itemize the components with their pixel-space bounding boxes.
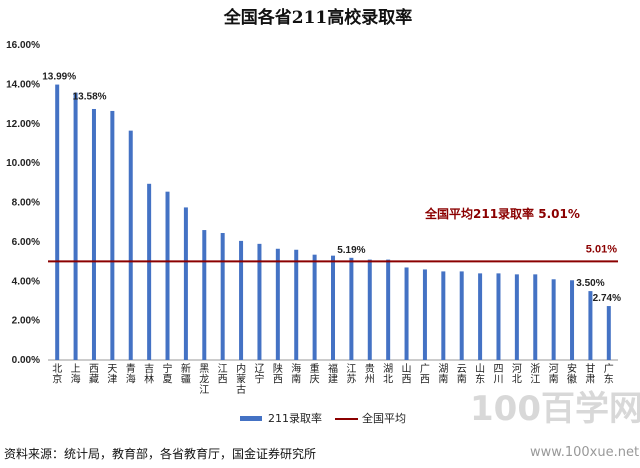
legend-label-average: 全国平均 — [362, 411, 406, 425]
legend-label-bars: 211录取率 — [268, 411, 322, 425]
x-tick-label: 陕西 — [273, 362, 283, 386]
bar — [588, 291, 593, 360]
x-tick-label: 辽宁 — [254, 363, 264, 386]
bars — [55, 84, 611, 361]
bar — [55, 84, 60, 361]
bar — [110, 110, 115, 360]
data-label: 13.99% — [42, 72, 76, 83]
bar — [73, 92, 78, 361]
x-tick-label: 江西 — [218, 363, 228, 386]
x-tick-label: 西藏 — [89, 364, 99, 386]
x-tick-label: 上海 — [71, 363, 81, 386]
bar — [367, 259, 372, 360]
x-tick-label: 黑龙江 — [199, 363, 209, 396]
x-tick-label: 吉林 — [144, 363, 154, 386]
legend: 211录取率 全国平均 — [240, 411, 406, 425]
average-line-group: 全国平均211录取率 5.01% 5.01% — [48, 206, 618, 263]
x-tick-label: 北京 — [52, 363, 62, 386]
bar — [496, 273, 501, 360]
bar — [551, 279, 556, 360]
x-tick-label: 海南 — [291, 362, 301, 386]
x-axis-labels: 北京上海西藏天津青海吉林宁夏新疆黑龙江江西内蒙古辽宁陕西海南重庆福建江苏贵州湖北… — [52, 362, 614, 396]
y-tick-label: 14.00% — [6, 79, 40, 90]
legend-swatch-bars — [240, 416, 262, 421]
x-tick-label: 福建 — [328, 362, 338, 386]
y-tick-label: 6.00% — [12, 237, 40, 248]
bar — [128, 130, 133, 360]
x-tick-label: 山西 — [402, 363, 412, 386]
bar — [459, 271, 464, 360]
data-label: 2.74% — [593, 293, 621, 304]
watermark-logo: 100百学网 — [470, 389, 640, 429]
bar — [275, 248, 280, 360]
data-label: 3.50% — [576, 278, 604, 289]
x-tick-label: 广西 — [420, 363, 430, 386]
x-tick-label: 重庆 — [310, 362, 320, 386]
bar — [294, 249, 299, 360]
data-label: 5.19% — [337, 245, 365, 256]
bar — [239, 240, 244, 360]
x-tick-label: 宁夏 — [163, 362, 173, 386]
bar — [404, 267, 409, 360]
source-note: 资料来源：统计局，教育部，各省教育厅，国金证券研究所 — [4, 446, 316, 461]
data-label: 13.58% — [73, 92, 107, 103]
bar — [606, 306, 611, 360]
bar — [312, 254, 317, 360]
x-tick-label: 四川 — [493, 364, 503, 386]
y-tick-label: 16.00% — [6, 40, 40, 51]
bar — [478, 273, 483, 360]
bar — [183, 207, 188, 360]
y-tick-label: 12.00% — [6, 119, 40, 130]
y-tick-label: 2.00% — [12, 316, 40, 327]
y-tick-label: 10.00% — [6, 158, 40, 169]
x-tick-label: 云南 — [457, 364, 467, 386]
x-tick-label: 浙江 — [530, 363, 540, 386]
bar — [202, 230, 207, 360]
data-labels: 13.99% 13.58% 5.19% 3.50% 2.74% — [42, 72, 621, 304]
y-axis: 0.00% 2.00% 4.00% 6.00% 8.00% 10.00% 12.00% 14.… — [6, 40, 618, 366]
x-tick-label: 贵州 — [365, 362, 375, 386]
x-tick-label: 青海 — [126, 362, 136, 386]
x-tick-label: 广东 — [604, 363, 614, 386]
average-value-label: 5.01% — [586, 243, 617, 255]
x-tick-label: 山东 — [475, 363, 485, 386]
x-tick-label: 天津 — [107, 364, 117, 386]
watermark: 100百学网 www.100xue.net — [470, 389, 640, 460]
bar — [331, 255, 335, 360]
x-tick-label: 甘肃 — [585, 362, 595, 386]
bar — [422, 269, 427, 360]
x-tick-label: 新疆 — [181, 362, 191, 386]
bar — [257, 243, 262, 360]
x-tick-label: 河南 — [549, 363, 559, 386]
bar — [349, 257, 354, 360]
watermark-url: www.100xue.net — [530, 445, 639, 460]
y-tick-label: 8.00% — [12, 198, 40, 209]
bar — [147, 183, 152, 360]
bar — [220, 233, 225, 360]
bar — [91, 108, 96, 360]
x-tick-label: 江苏 — [346, 363, 356, 386]
bar — [165, 191, 170, 360]
bar — [533, 274, 538, 360]
x-tick-label: 河北 — [512, 363, 522, 386]
average-annotation: 全国平均211录取率 5.01% — [424, 206, 580, 221]
y-tick-label: 4.00% — [12, 276, 40, 287]
bar — [514, 274, 519, 360]
y-tick-label: 0.00% — [12, 355, 40, 366]
x-tick-label: 内蒙古 — [236, 362, 246, 396]
chart-title: 全国各省211高校录取率 — [223, 7, 413, 28]
x-tick-label: 湖南 — [438, 363, 448, 386]
x-tick-label: 湖北 — [383, 363, 393, 386]
bar — [570, 280, 575, 360]
bar — [441, 271, 446, 360]
x-tick-label: 安徽 — [567, 362, 577, 386]
bar — [386, 259, 391, 360]
